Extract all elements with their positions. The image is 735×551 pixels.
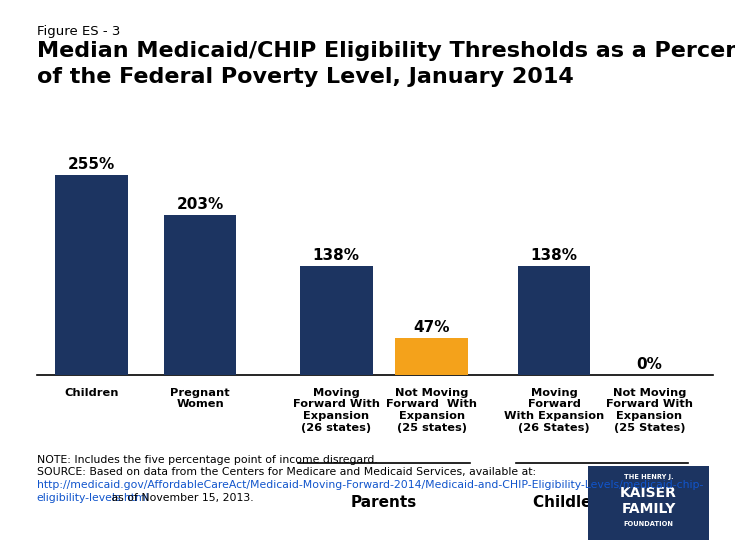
Bar bbox=[517, 267, 590, 375]
Bar bbox=[164, 215, 237, 375]
Bar bbox=[55, 175, 127, 375]
Text: 0%: 0% bbox=[637, 356, 662, 371]
Text: Parents: Parents bbox=[351, 495, 417, 510]
Text: Childless Adults: Childless Adults bbox=[534, 495, 670, 510]
Bar bbox=[300, 267, 373, 375]
Bar bbox=[395, 338, 468, 375]
Text: http://medicaid.gov/AffordableCareAct/Medicaid-Moving-Forward-2014/Medicaid-and-: http://medicaid.gov/AffordableCareAct/Me… bbox=[37, 480, 703, 490]
Text: KAISER: KAISER bbox=[620, 486, 677, 500]
Text: 138%: 138% bbox=[313, 249, 359, 263]
Text: FAMILY: FAMILY bbox=[622, 502, 675, 516]
Text: of the Federal Poverty Level, January 2014: of the Federal Poverty Level, January 20… bbox=[37, 67, 573, 87]
Text: eligibility-levels.html: eligibility-levels.html bbox=[37, 493, 149, 503]
Text: 255%: 255% bbox=[68, 156, 115, 171]
Text: 138%: 138% bbox=[531, 249, 578, 263]
Text: Figure ES - 3: Figure ES - 3 bbox=[37, 25, 120, 38]
Text: Median Medicaid/CHIP Eligibility Thresholds as a Percent: Median Medicaid/CHIP Eligibility Thresho… bbox=[37, 41, 735, 61]
Text: THE HENRY J.: THE HENRY J. bbox=[624, 474, 673, 480]
Text: 47%: 47% bbox=[413, 320, 450, 334]
Text: FOUNDATION: FOUNDATION bbox=[623, 521, 674, 527]
Text: as of November 15, 2013.: as of November 15, 2013. bbox=[108, 493, 254, 503]
Text: NOTE: Includes the five percentage point of income disregard.: NOTE: Includes the five percentage point… bbox=[37, 455, 378, 464]
Text: 203%: 203% bbox=[176, 197, 223, 212]
Text: SOURCE: Based on data from the Centers for Medicare and Medicaid Services, avail: SOURCE: Based on data from the Centers f… bbox=[37, 467, 536, 477]
